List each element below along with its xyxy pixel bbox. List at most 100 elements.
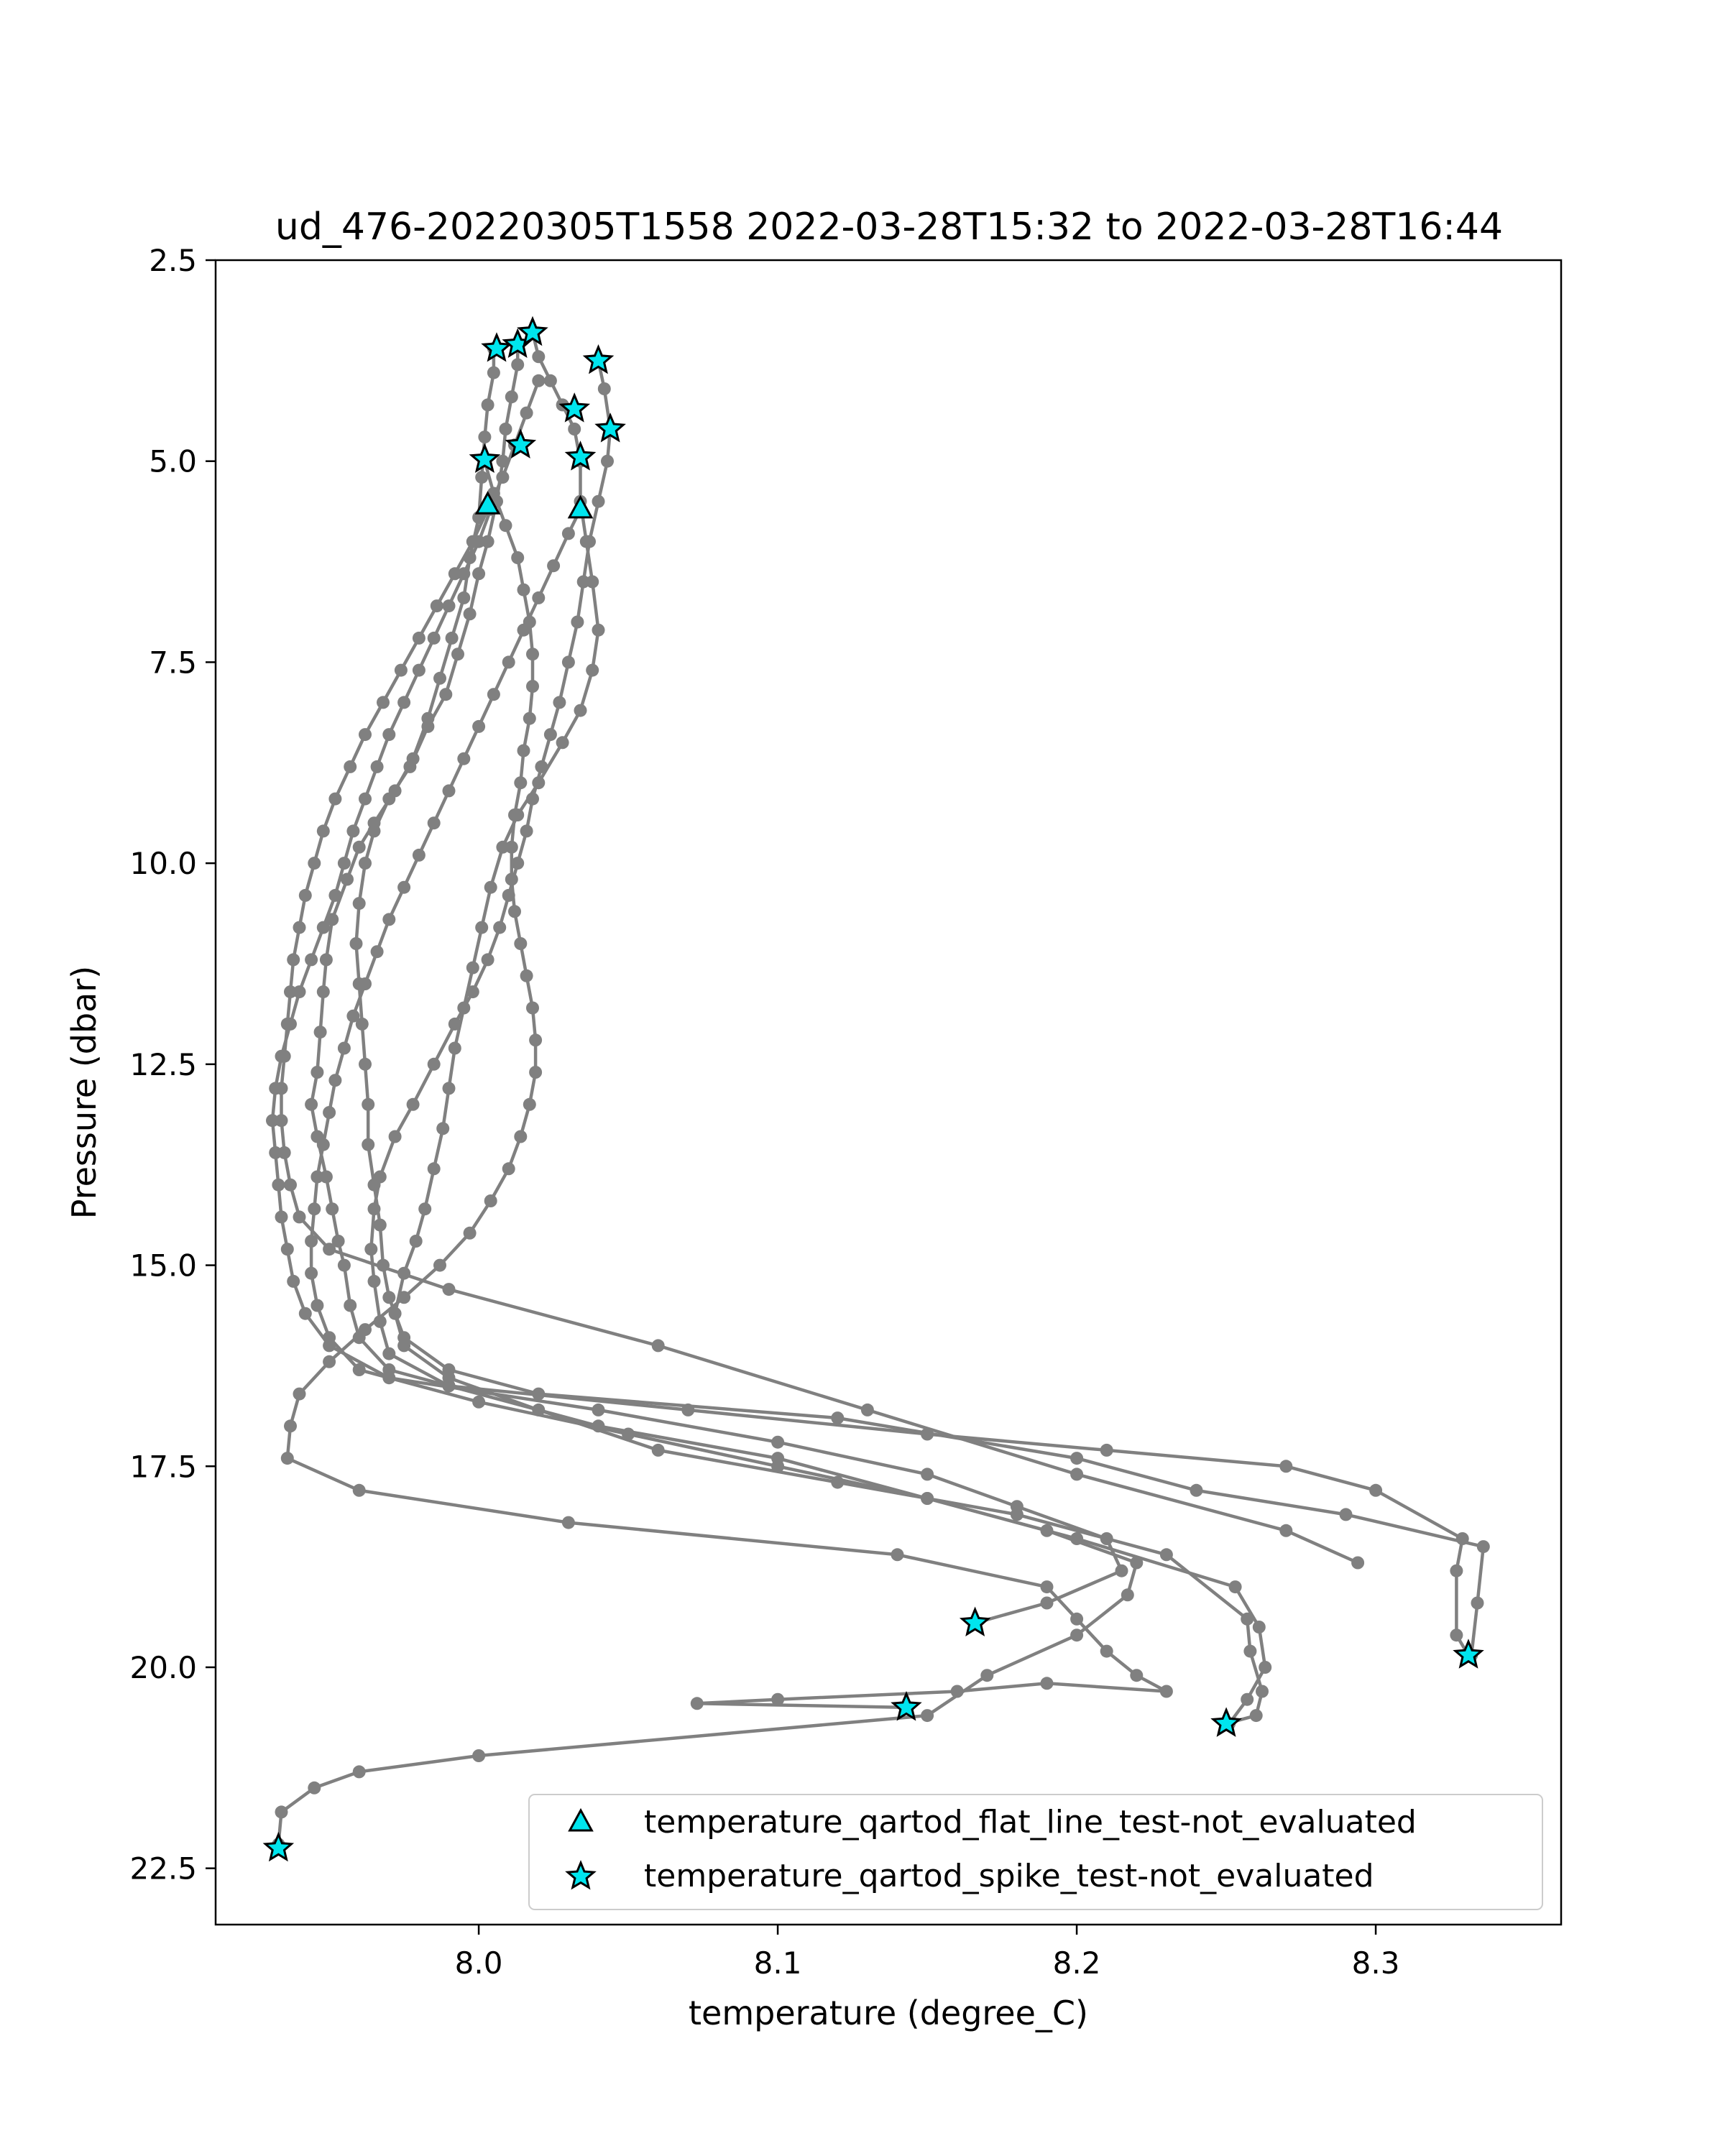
profile-point xyxy=(1228,1580,1242,1594)
profile-point xyxy=(310,1066,324,1079)
profile-point xyxy=(403,760,417,773)
profile-point xyxy=(382,728,396,742)
profile-point xyxy=(352,1363,366,1376)
profile-point xyxy=(505,840,518,854)
profile-point xyxy=(359,728,372,742)
profile-point xyxy=(397,880,411,894)
profile-point xyxy=(466,985,479,999)
profile-point xyxy=(337,1258,351,1272)
profile-point xyxy=(442,784,456,798)
profile-point xyxy=(1450,1564,1463,1577)
profile-point xyxy=(406,1097,420,1111)
profile-point xyxy=(520,406,533,420)
profile-point xyxy=(275,1082,288,1095)
profile-point xyxy=(1070,1452,1084,1465)
profile-point xyxy=(771,1460,785,1473)
profile-point xyxy=(523,711,536,725)
profile-point xyxy=(529,1033,543,1047)
profile-point xyxy=(475,921,489,934)
profile-point xyxy=(1243,1644,1257,1658)
profile-point xyxy=(1351,1556,1365,1570)
spike-flag-marker xyxy=(481,332,512,362)
profile-point xyxy=(517,744,530,757)
profile-point xyxy=(305,1235,318,1248)
profile-point xyxy=(472,719,486,733)
profile-point xyxy=(1450,1628,1463,1642)
profile-point xyxy=(592,1403,605,1416)
profile-point xyxy=(448,1041,461,1055)
profile-point xyxy=(586,575,599,589)
profile-point xyxy=(427,631,441,645)
profile-point xyxy=(427,1162,441,1176)
profile-point xyxy=(337,857,351,870)
legend-marker-star xyxy=(565,1860,597,1890)
profile-point xyxy=(418,1202,432,1216)
profile-point xyxy=(921,1468,934,1481)
profile-point xyxy=(316,824,330,838)
profile-point xyxy=(362,1138,375,1151)
profile-point xyxy=(472,1395,486,1409)
profile-point xyxy=(514,776,528,790)
y-axis-label: Pressure (dbar) xyxy=(65,966,104,1219)
spike-flag-marker xyxy=(262,1831,295,1862)
x-axis: 8.0 8.1 8.2 8.3 xyxy=(455,1925,1399,1981)
profile-point xyxy=(359,1057,372,1071)
profile-point xyxy=(529,1066,543,1079)
profile-point xyxy=(1476,1540,1490,1554)
profile-point xyxy=(377,696,390,709)
profile-point xyxy=(1241,1612,1254,1626)
profile-point xyxy=(349,937,363,950)
profile-point xyxy=(448,567,461,581)
profile-point xyxy=(308,1202,321,1216)
profile-point xyxy=(502,655,515,669)
spike-flag-marker xyxy=(582,344,615,374)
profile-point xyxy=(514,937,528,950)
profile-point xyxy=(439,688,453,701)
profile-point xyxy=(448,1017,461,1031)
profile-point xyxy=(326,1202,339,1216)
profile-point xyxy=(1190,1483,1203,1497)
profile-point xyxy=(463,1226,477,1240)
profile-point xyxy=(364,1243,378,1256)
profile-point xyxy=(310,1170,324,1184)
profile-point xyxy=(586,663,599,677)
profile-point xyxy=(305,1097,318,1111)
y-tick-label: 12.5 xyxy=(129,1047,197,1082)
profile-point xyxy=(496,471,510,484)
profile-point xyxy=(359,1323,372,1337)
y-tick-label: 5.0 xyxy=(149,444,197,479)
spike-flag-marker xyxy=(469,443,501,473)
spike-flag-marker xyxy=(558,392,591,423)
profile-point xyxy=(412,663,426,677)
profile-point xyxy=(293,1387,306,1401)
flat-line-flag-marker xyxy=(567,494,594,519)
profile-point xyxy=(597,382,611,395)
profile-point xyxy=(502,1162,515,1176)
profile-point xyxy=(359,857,372,870)
profile-point xyxy=(481,535,494,548)
profile-point xyxy=(362,1097,375,1111)
profile-point xyxy=(499,423,512,436)
profile-point xyxy=(316,1138,330,1151)
spike-flag-marker xyxy=(959,1606,991,1636)
legend-triangle-glyph xyxy=(568,1807,594,1832)
profile-point xyxy=(1130,1669,1144,1682)
profile-point xyxy=(1252,1621,1266,1634)
profile-point xyxy=(526,792,539,806)
profile-point xyxy=(457,567,471,581)
profile-point xyxy=(388,1130,402,1143)
profile-point xyxy=(690,1697,704,1710)
profile-point xyxy=(1256,1685,1269,1698)
profile-point xyxy=(1040,1580,1054,1594)
profile-point xyxy=(1249,1709,1263,1723)
profile-point xyxy=(1471,1596,1484,1610)
profile-point xyxy=(323,1106,336,1119)
profile-point xyxy=(280,1017,294,1031)
profile-point xyxy=(367,824,381,838)
profile-point xyxy=(526,1001,539,1015)
profile-point xyxy=(574,704,587,717)
profile-point xyxy=(499,519,512,533)
profile-point xyxy=(352,840,366,854)
profile-point xyxy=(409,1235,423,1248)
profile-point xyxy=(1369,1483,1383,1497)
